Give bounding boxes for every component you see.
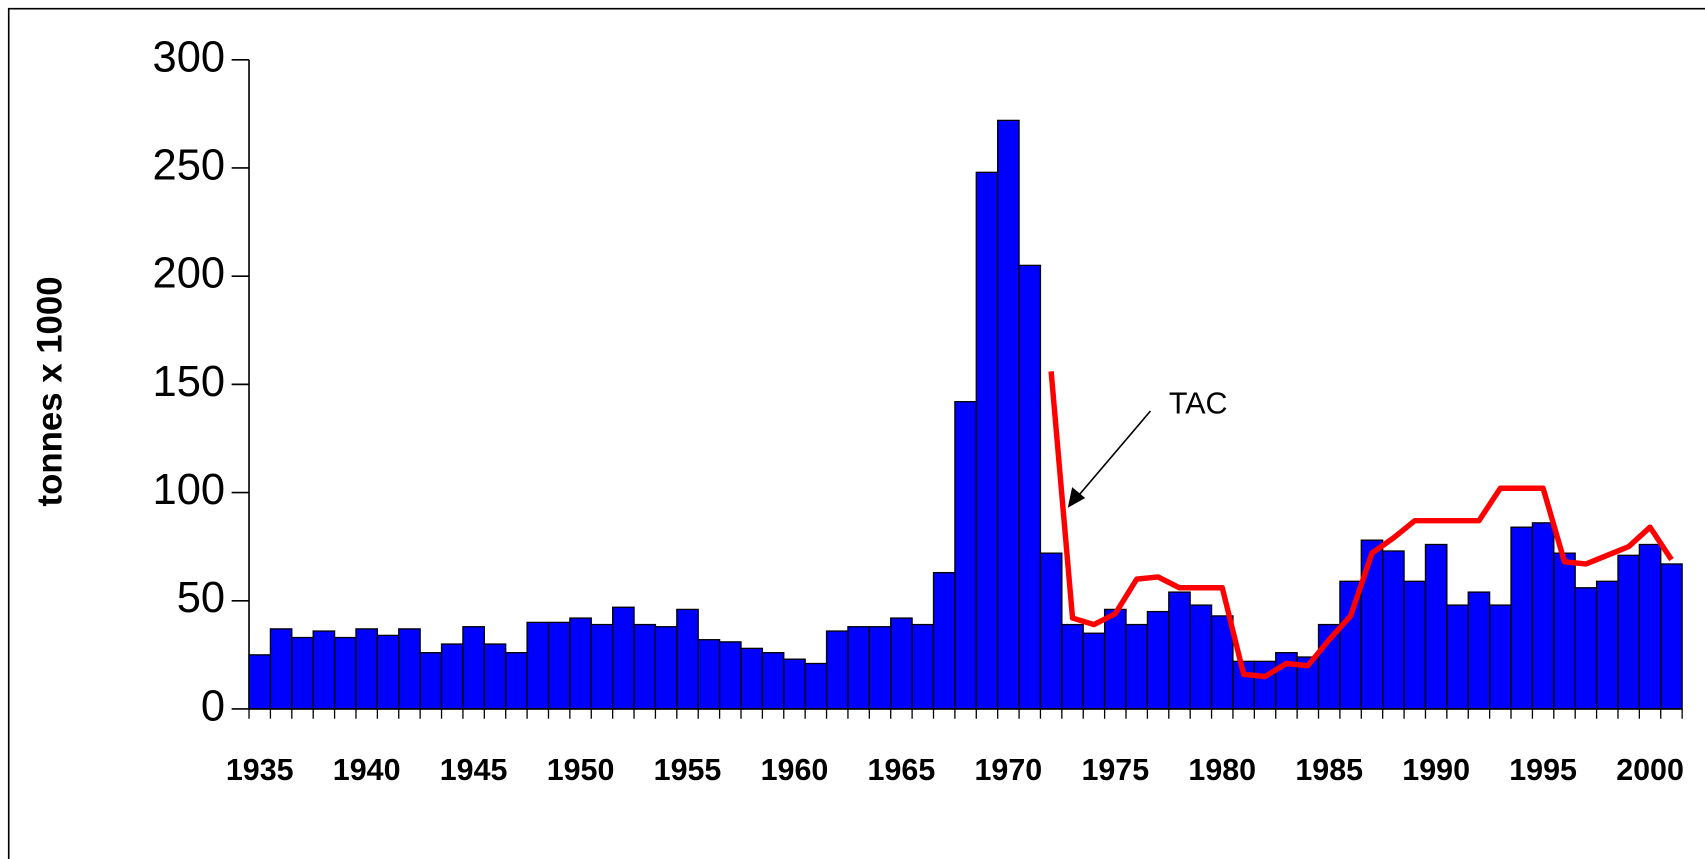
bar	[804, 662, 828, 710]
bar	[1467, 591, 1491, 710]
y-tick-label: 0	[201, 682, 225, 730]
bar	[1360, 539, 1384, 710]
annotation: TAC	[1169, 387, 1228, 421]
bar	[654, 626, 678, 710]
x-tick-label: 1995	[1509, 753, 1577, 787]
bar	[975, 171, 999, 710]
bar	[248, 654, 272, 710]
bar	[1210, 615, 1234, 710]
y-tick-label: 50	[177, 574, 225, 622]
bar	[676, 608, 699, 710]
bar	[932, 571, 956, 710]
x-tick-label: 1955	[654, 753, 722, 787]
annotation-arrowhead	[1067, 487, 1086, 508]
bar	[1061, 623, 1084, 710]
bar	[1424, 543, 1448, 710]
bar	[376, 634, 400, 710]
line	[1048, 371, 1674, 680]
bar	[1488, 604, 1512, 710]
bar	[526, 621, 550, 710]
bar	[333, 636, 357, 710]
bar	[697, 639, 721, 710]
x-tick-label: 1975	[1081, 753, 1149, 787]
bar	[740, 647, 764, 710]
bar	[440, 643, 464, 710]
x-tick-label: 2000	[1616, 753, 1684, 787]
bar	[312, 630, 336, 710]
frame	[7, 7, 1705, 859]
x-tick-label: 1945	[440, 753, 508, 787]
y-tick-label: 150	[153, 358, 226, 406]
bar	[505, 652, 528, 710]
bar	[462, 626, 485, 710]
bar	[1382, 550, 1405, 710]
bar	[1253, 660, 1277, 710]
bar	[1660, 563, 1683, 710]
bar	[1168, 591, 1191, 710]
y-tick-label: 300	[153, 33, 226, 81]
bar	[398, 628, 421, 710]
bar	[1553, 552, 1576, 710]
bar	[590, 623, 614, 710]
bar	[569, 617, 592, 710]
bar	[1103, 608, 1127, 710]
bar	[911, 623, 935, 710]
bar	[355, 628, 379, 710]
x-tick-label: 1970	[975, 753, 1043, 787]
bar	[419, 652, 443, 710]
bar	[1638, 543, 1662, 710]
bar	[954, 401, 977, 710]
bar	[611, 606, 635, 710]
bar	[633, 623, 657, 710]
x-tick-label: 1980	[1188, 753, 1256, 787]
bar	[1403, 580, 1427, 710]
x-tick-label: 1940	[333, 753, 401, 787]
x-tick-label: 1985	[1295, 753, 1363, 787]
annotation-arrow	[1075, 410, 1152, 499]
y-tick-label: 200	[153, 250, 226, 298]
bar	[1082, 632, 1106, 710]
bar	[1018, 264, 1042, 710]
bar	[1574, 587, 1598, 710]
bar	[718, 641, 742, 710]
bar	[1510, 526, 1534, 710]
bar	[269, 628, 293, 710]
x-tick-label: 1965	[868, 753, 936, 787]
bar	[997, 119, 1020, 710]
bar	[761, 652, 785, 710]
x-tick-label: 1960	[761, 753, 829, 787]
bar	[890, 617, 913, 710]
x-tick-label: 1935	[226, 753, 294, 787]
bar	[1189, 604, 1213, 710]
bar	[825, 630, 849, 710]
bar	[1146, 610, 1170, 710]
bar	[1446, 604, 1469, 710]
y-tick-label: 250	[153, 141, 226, 189]
bar	[847, 626, 870, 710]
x-tick-label: 1990	[1402, 753, 1470, 787]
bar	[1531, 522, 1555, 710]
x-tick-label: 1950	[547, 753, 615, 787]
y-axis-title: tonnes x 1000	[31, 276, 69, 506]
bar	[1039, 552, 1063, 710]
bar	[783, 658, 806, 710]
y-tick-label: 100	[153, 466, 226, 514]
bar	[1617, 554, 1641, 710]
bar	[868, 626, 892, 710]
bar	[1595, 580, 1619, 710]
bar	[547, 621, 571, 710]
bar	[1125, 623, 1149, 710]
bar	[291, 636, 314, 710]
bar	[483, 643, 507, 710]
